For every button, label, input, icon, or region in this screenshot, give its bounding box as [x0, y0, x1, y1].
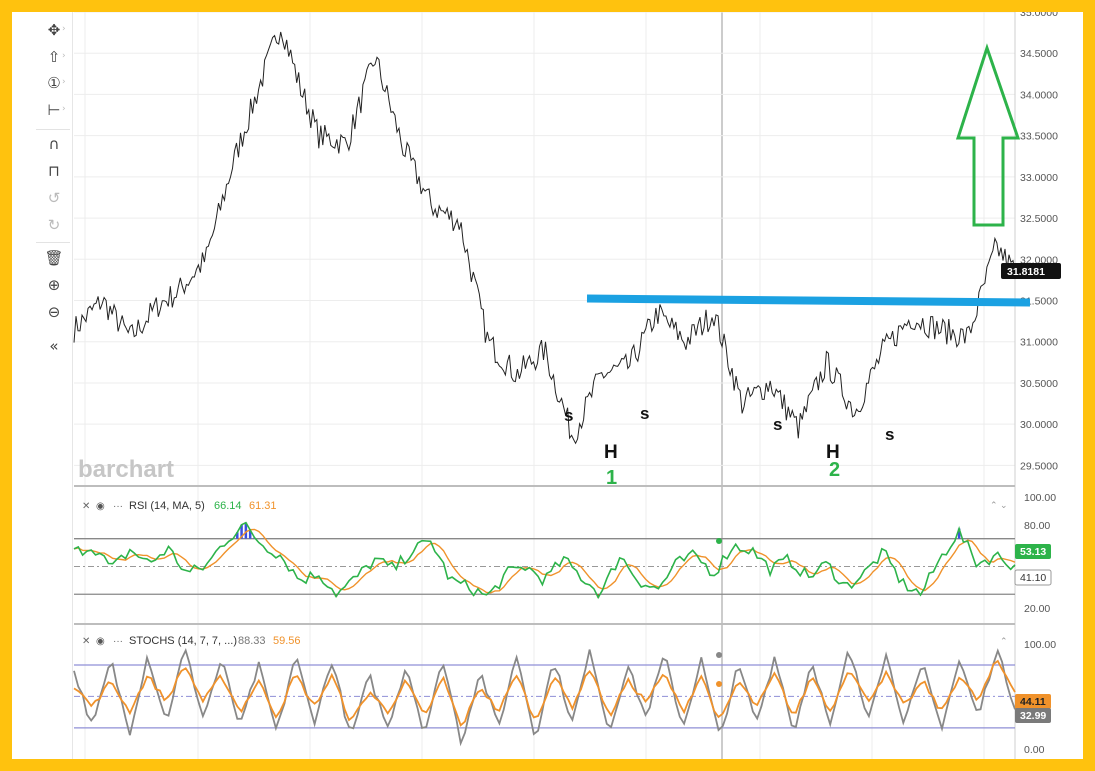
stoch-k-badge — [1015, 708, 1051, 723]
crosshair-stoch-marker — [716, 681, 722, 687]
redo-icon[interactable]: ↻ — [47, 216, 61, 234]
stoch-d-value: 59.56 — [273, 635, 301, 647]
zoom-out-icon[interactable]: ⊖ — [47, 303, 61, 321]
pane-resize-icon: ⌃ — [1000, 636, 1008, 646]
info-caret-icon[interactable]: › — [62, 77, 66, 87]
breakout-arrow-icon — [955, 43, 1021, 227]
head-label: H — [826, 442, 840, 463]
magnet-icon[interactable]: ∩ — [48, 135, 60, 153]
right-shoulder-label: s — [885, 425, 894, 444]
visibility-icon: ◉ — [96, 636, 105, 647]
collapse-icon[interactable]: « — [49, 337, 59, 355]
undo-icon[interactable]: ↺ — [47, 189, 61, 207]
head-number-label: 2 — [829, 459, 840, 481]
rsi-badge-value: 53.13 — [1020, 546, 1046, 558]
move-caret-icon[interactable]: › — [62, 24, 66, 34]
price-axis-tick-label: 31.0000 — [1020, 337, 1058, 349]
watermark-text: barchart — [78, 456, 174, 483]
toolbar-divider — [36, 242, 70, 243]
last-price-value: 31.8181 — [1007, 266, 1045, 278]
stoch-k-badge-value: 32.99 — [1020, 710, 1046, 722]
chart-canvas[interactable]: 35.0000 34.5000 34.0000 33.5000 33.0000 32.50… — [12, 12, 1083, 759]
price-axis-tick-label: 32.5000 — [1020, 213, 1058, 225]
close-icon: ✕ — [82, 501, 90, 512]
measure-icon[interactable]: ⊢ — [47, 101, 61, 119]
price-axis-tick-label: 30.5000 — [1020, 378, 1058, 390]
price-axis-tick-label: 29.5000 — [1020, 460, 1058, 472]
stoch-axis-tick-label: 0.00 — [1024, 744, 1045, 756]
right-shoulder-label: s — [640, 404, 649, 423]
trash-icon[interactable]: 🗑 — [44, 249, 64, 267]
arrow-caret-icon[interactable]: › — [62, 51, 66, 61]
rsi-value-badge — [1015, 544, 1051, 559]
toolbar-divider — [36, 129, 70, 130]
drawing-toolbar: ✥ › ⇧ › ① › ⊢ › ∩ ⊓ ↺ ↻ 🗑 ⊕ ⊖ « — [12, 12, 73, 759]
neckline-line — [586, 294, 1031, 307]
rsi-line — [73, 521, 1016, 600]
rsi-axis-tick-label: 100.00 — [1024, 492, 1056, 504]
rsi-ma-line — [73, 528, 1016, 594]
price-axis-tick-label: 33.5000 — [1020, 131, 1058, 143]
crosshair-rsi-marker — [716, 538, 722, 544]
left-shoulder-label: s — [564, 406, 573, 425]
more-icon: ··· — [113, 636, 123, 647]
crosshair-stoch-marker — [716, 652, 722, 658]
arrow-up-icon[interactable]: ⇧ — [47, 48, 61, 66]
stoch-legend-label: STOCHS (14, 7, 7, ...) — [129, 635, 237, 647]
measure-caret-icon[interactable]: › — [62, 104, 66, 114]
rsi-ma-value: 61.31 — [249, 500, 277, 512]
rsi-ma-badge-value: 41.10 — [1020, 572, 1046, 584]
pane-resize-icon: ⌃ ⌄ — [990, 500, 1008, 510]
price-axis-tick-label: 30.0000 — [1020, 419, 1058, 431]
stoch-d-badge — [1015, 694, 1051, 709]
price-axis-tick-label: 34.5000 — [1020, 48, 1058, 60]
rsi-value: 66.14 — [214, 500, 242, 512]
rsi-axis-tick-label: 20.00 — [1024, 603, 1050, 615]
chart-frame: ✥ › ⇧ › ① › ⊢ › ∩ ⊓ ↺ ↻ 🗑 ⊕ ⊖ « 35.0000 3… — [12, 12, 1083, 759]
stoch-axis-tick-label: 100.00 — [1024, 639, 1056, 651]
price-axis-tick-label: 33.0000 — [1020, 172, 1058, 184]
rsi-legend-label: RSI (14, MA, 5) — [129, 500, 205, 512]
price-axis-tick-label: 34.0000 — [1020, 89, 1058, 101]
head-label: H — [604, 442, 618, 463]
price-axis-tick-label: 35.0000 — [1020, 12, 1058, 19]
stoch-k-value: 88.33 — [238, 635, 266, 647]
left-shoulder-label: s — [773, 415, 782, 434]
last-price-badge — [1001, 263, 1061, 279]
close-icon: ✕ — [82, 636, 90, 647]
info-icon[interactable]: ① — [47, 74, 61, 92]
stoch-d-badge-value: 44.11 — [1020, 696, 1046, 708]
more-icon: ··· — [113, 501, 123, 512]
rsi-ma-badge — [1014, 569, 1052, 586]
rsi-axis-tick-label: 80.00 — [1024, 520, 1050, 532]
lock-icon[interactable]: ⊓ — [48, 162, 60, 180]
visibility-icon: ◉ — [96, 501, 105, 512]
move-icon[interactable]: ✥ — [47, 21, 61, 39]
stoch-d-line — [73, 659, 1016, 727]
head-number-label: 1 — [606, 467, 617, 489]
zoom-in-icon[interactable]: ⊕ — [47, 276, 61, 294]
price-series-line — [73, 31, 1016, 445]
